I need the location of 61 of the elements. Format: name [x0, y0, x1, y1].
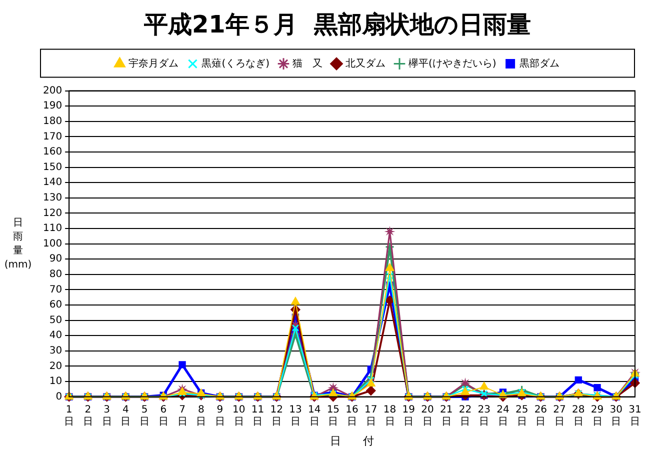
- y-tick-label: 30: [49, 345, 62, 356]
- x-tick-label: 25日: [515, 404, 528, 428]
- legend-label: 猫 又: [292, 58, 322, 70]
- y-tick-label: 60: [49, 300, 62, 311]
- y-tick-label: 40: [49, 330, 62, 342]
- y-tick-label: 140: [42, 177, 62, 188]
- x-tick-label: 21日: [440, 404, 453, 428]
- y-tick-label: 0: [56, 391, 62, 402]
- x-tick-label: 24日: [496, 404, 510, 428]
- y-tick-label: 10: [49, 376, 62, 388]
- x-tick-label: 11日: [251, 404, 264, 428]
- x-tick-label: 9日: [214, 404, 225, 428]
- x-tick-label: 14日: [308, 404, 321, 428]
- x-tick-label: 5日: [140, 404, 150, 428]
- x-tick-label: 13日: [289, 404, 302, 428]
- x-tick-label: 1日: [64, 404, 74, 428]
- x-tick-label: 18日: [383, 404, 396, 428]
- y-tick-label: 50: [49, 314, 62, 326]
- x-tick-label: 2日: [82, 404, 93, 428]
- y-tick-label: 120: [42, 208, 62, 219]
- y-tick-label: 90: [49, 254, 62, 265]
- y-tick-label: 130: [42, 192, 62, 204]
- chart-title: 平成21年５月 黒部扇状地の日雨量: [142, 10, 532, 39]
- x-tick-label: 12日: [270, 404, 283, 428]
- legend-label: 黒部ダム: [519, 57, 560, 70]
- legend-label: 黒薙(くろなぎ): [202, 57, 270, 70]
- y-tick-label: 160: [42, 146, 62, 158]
- y-tick-label: 200: [42, 85, 62, 96]
- legend-label: 欅平(けやきだいら): [408, 57, 496, 70]
- y-tick-label: 110: [42, 223, 62, 234]
- y-tick-label: 20: [49, 360, 62, 372]
- x-tick-label: 4日: [120, 404, 131, 428]
- x-tick-label: 19日: [402, 404, 415, 428]
- y-axis-title: 日雨量(mm): [4, 217, 32, 270]
- x-tick-label: 17日: [364, 404, 378, 428]
- y-tick-label: 100: [42, 238, 62, 250]
- y-tick-label: 180: [42, 116, 62, 127]
- y-tick-label: 170: [42, 131, 62, 142]
- legend-label: 宇奈月ダム: [128, 57, 179, 70]
- legend-label: 北又ダム: [346, 57, 386, 70]
- x-tick-label: 10日: [232, 404, 246, 428]
- x-tick-label: 29日: [590, 404, 604, 428]
- x-tick-label: 23日: [478, 404, 490, 428]
- x-tick-label: 20日: [421, 404, 434, 428]
- x-tick-label: 30日: [610, 404, 623, 428]
- x-tick-label: 27日: [553, 404, 566, 428]
- x-tick-label: 28日: [572, 404, 585, 428]
- y-tick-label: 150: [42, 162, 62, 173]
- x-tick-label: 6日: [158, 404, 168, 428]
- x-axis-title: 日 付: [330, 434, 374, 448]
- x-tick-label: 8日: [196, 404, 206, 428]
- x-tick-label: 15日: [326, 404, 340, 428]
- x-tick-label: 26日: [534, 404, 548, 428]
- x-tick-label: 22日: [458, 404, 472, 428]
- x-tick-label: 3日: [102, 404, 112, 428]
- y-tick-label: 70: [49, 284, 62, 296]
- x-tick-label: 16日: [346, 404, 358, 428]
- x-tick-label: 31日: [628, 404, 642, 428]
- x-tick-label: 7日: [177, 404, 188, 428]
- y-tick-label: 190: [42, 100, 62, 112]
- y-tick-label: 80: [49, 268, 62, 280]
